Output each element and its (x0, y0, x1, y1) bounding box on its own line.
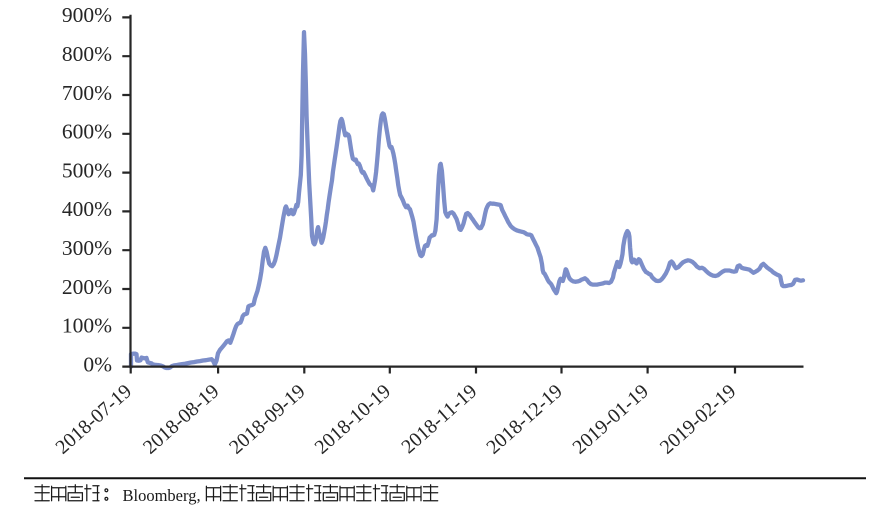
svg-text:800%: 800% (62, 42, 112, 66)
svg-text:600%: 600% (62, 120, 112, 144)
svg-text:100%: 100% (62, 314, 112, 338)
svg-text:300%: 300% (62, 236, 112, 260)
svg-text:400%: 400% (62, 197, 112, 221)
svg-text:Bloomberg,: Bloomberg, (123, 486, 201, 505)
svg-text:200%: 200% (62, 275, 112, 299)
svg-text:700%: 700% (62, 81, 112, 105)
svg-text:0%: 0% (83, 352, 112, 376)
svg-text:500%: 500% (62, 158, 112, 182)
svg-text:900%: 900% (62, 3, 112, 27)
